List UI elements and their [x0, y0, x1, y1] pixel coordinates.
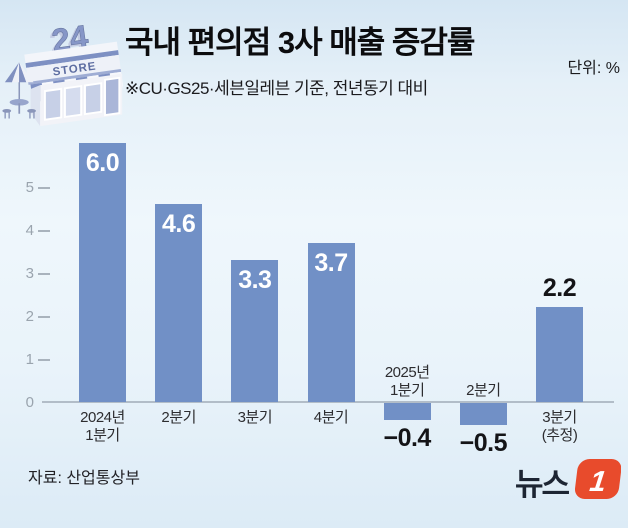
news1-logo-badge — [574, 459, 621, 499]
y-tick-mark-2 — [38, 315, 50, 318]
value-label-−0.4: −0.4 — [383, 424, 431, 453]
news1-logo-text: 뉴스 — [515, 467, 570, 502]
bar-3분기 — [231, 259, 279, 402]
value-label-3.7: 3.7 — [314, 248, 348, 277]
y-tick-label-4: 4 — [25, 221, 34, 239]
news1-logo: 뉴스 1 — [515, 459, 621, 502]
x-category-4분기: 4분기 — [313, 409, 349, 426]
x-axis-line — [42, 401, 614, 403]
unit-label: 단위: % — [567, 60, 620, 77]
y-tick-label-5: 5 — [25, 178, 34, 196]
y-tick-mark-5 — [38, 186, 50, 189]
value-label-6.0: 6.0 — [85, 149, 120, 178]
y-tick-label-1: 1 — [25, 350, 34, 368]
value-label-4.6: 4.6 — [162, 209, 196, 238]
x-category-3분기 (추정): 3분기 (추정) — [541, 409, 578, 444]
bar-3분기 (추정) — [536, 307, 584, 402]
bar-4분기 — [307, 242, 355, 402]
y-tick-label-3: 3 — [25, 264, 34, 282]
news1-logo-number: 1 — [588, 466, 608, 498]
y-tick-label-2: 2 — [25, 307, 34, 325]
bar-2024년 1분기 — [79, 143, 126, 402]
y-tick-mark-1 — [38, 358, 50, 361]
source-label: 자료: 산업통상부 — [28, 470, 140, 487]
value-label-−0.5: −0.5 — [459, 428, 508, 457]
x-category-2024년 1분기: 2024년 1분기 — [80, 409, 125, 444]
y-tick-mark-4 — [38, 229, 50, 232]
x-category-3분기: 3분기 — [237, 409, 273, 426]
page-title: 국내 편의점 3사 매출 증감률 — [125, 25, 475, 60]
x-category-2025년 1분기: 2025년 1분기 — [384, 364, 430, 399]
y-tick-mark-3 — [38, 272, 50, 275]
y-tick-label-0: 0 — [25, 394, 34, 411]
x-category-2분기: 2분기 — [161, 409, 196, 426]
bar-2025년 1분기 — [383, 403, 431, 421]
x-category-2분기: 2분기 — [466, 381, 501, 399]
bar-2분기 — [155, 203, 203, 402]
store-icon: 24 24 STORE — [2, 18, 123, 127]
value-label-2.2: 2.2 — [542, 274, 577, 303]
page-subtitle: ※CU·GS25·세븐일레븐 기준, 전년동기 대비 — [125, 79, 428, 98]
bar-2분기 — [459, 403, 507, 425]
value-label-3.3: 3.3 — [238, 265, 272, 294]
